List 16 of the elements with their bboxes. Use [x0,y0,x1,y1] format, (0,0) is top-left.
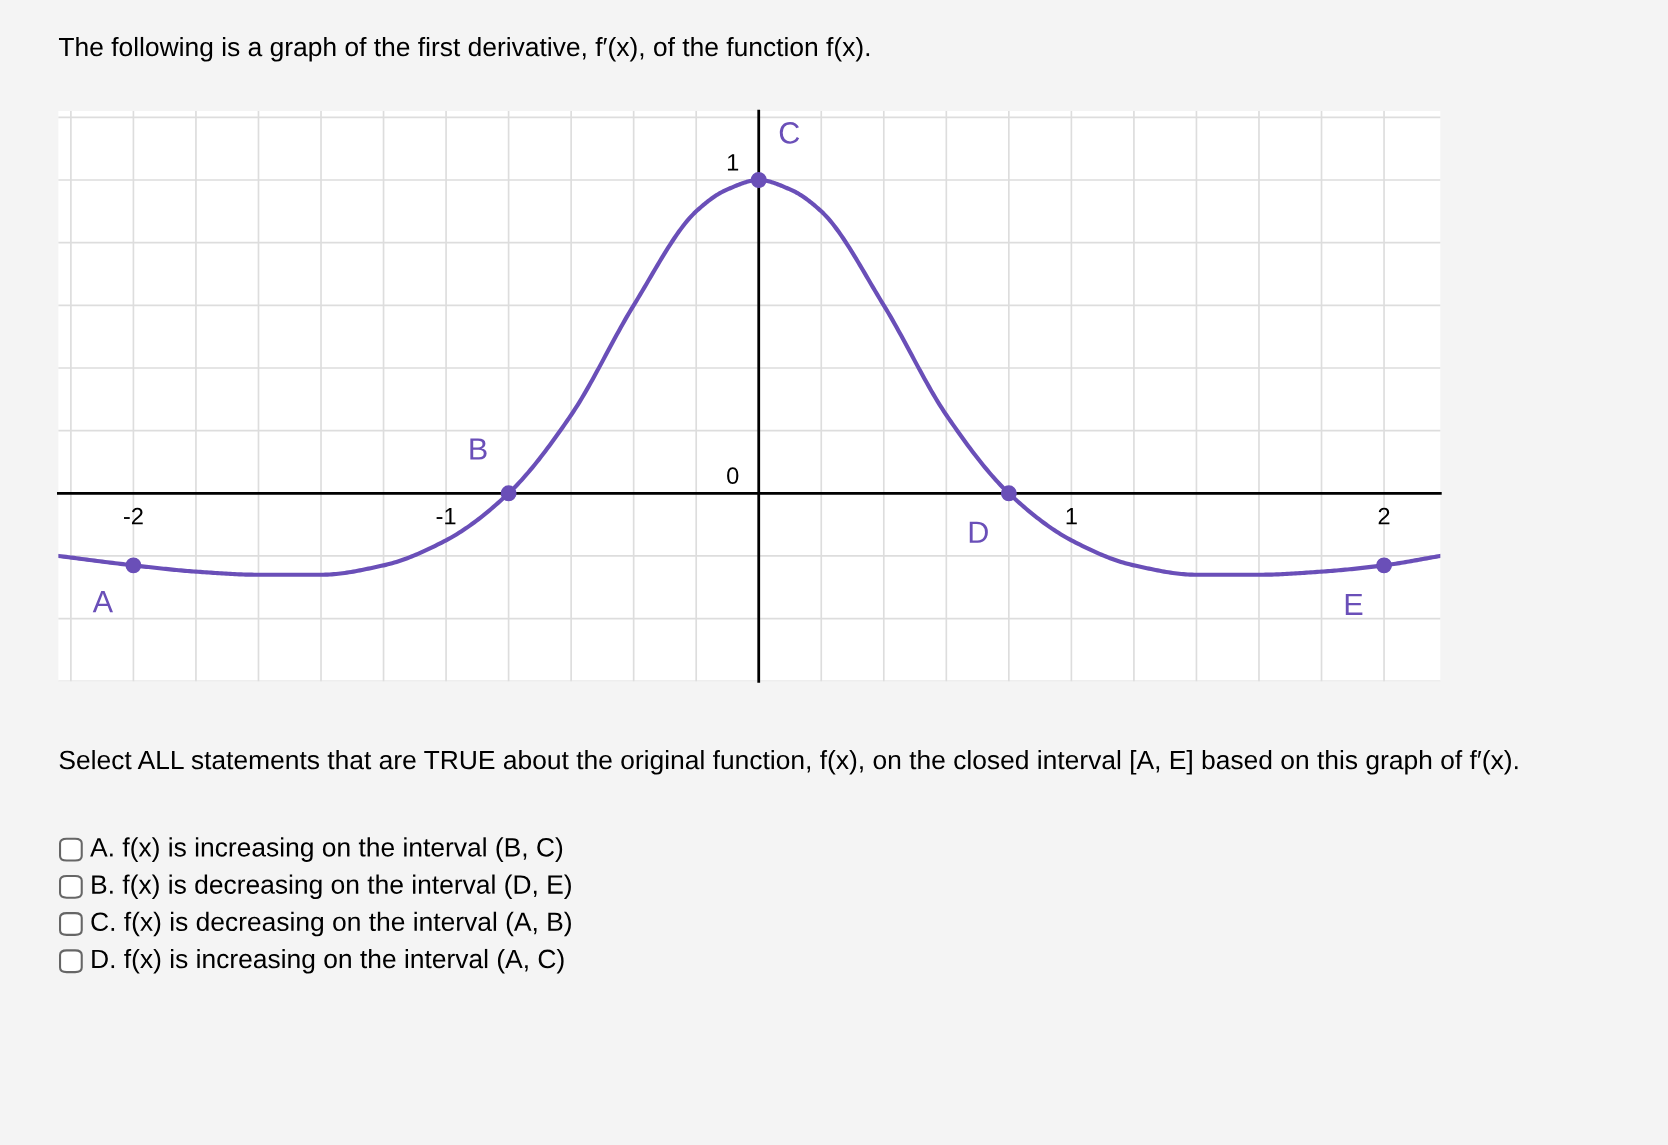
annotation: D [969,521,988,543]
annotation: C [779,122,800,144]
annotation: A [92,591,113,613]
annotation: E [1345,593,1363,615]
x-tick-label: 1 [1066,508,1077,525]
text: Select ALL statements that are TRUE about the original function, f(x), on the closed interval [A, E] based on this graph of f′(x). [59,749,1518,775]
text: A. f(x) is increasing on the interval (B, C) [90,837,563,862]
x-tick-label: -2 [123,507,143,525]
text: D. f(x) is increasing on the interval (A, C) [92,948,564,974]
chart-title: The following is a graph of the first derivative, f′(x), of the function f(x). [58,36,870,62]
annotation: B [470,438,487,460]
x-tick-label: -1 [436,508,456,525]
text: C. f(x) is decreasing on the interval (A, B) [91,911,571,937]
text: B. f(x) is decreasing on the interval (D, E) [92,874,571,900]
x-tick-label: 2 [1378,507,1390,525]
y-tick-label: 0 [727,467,739,485]
